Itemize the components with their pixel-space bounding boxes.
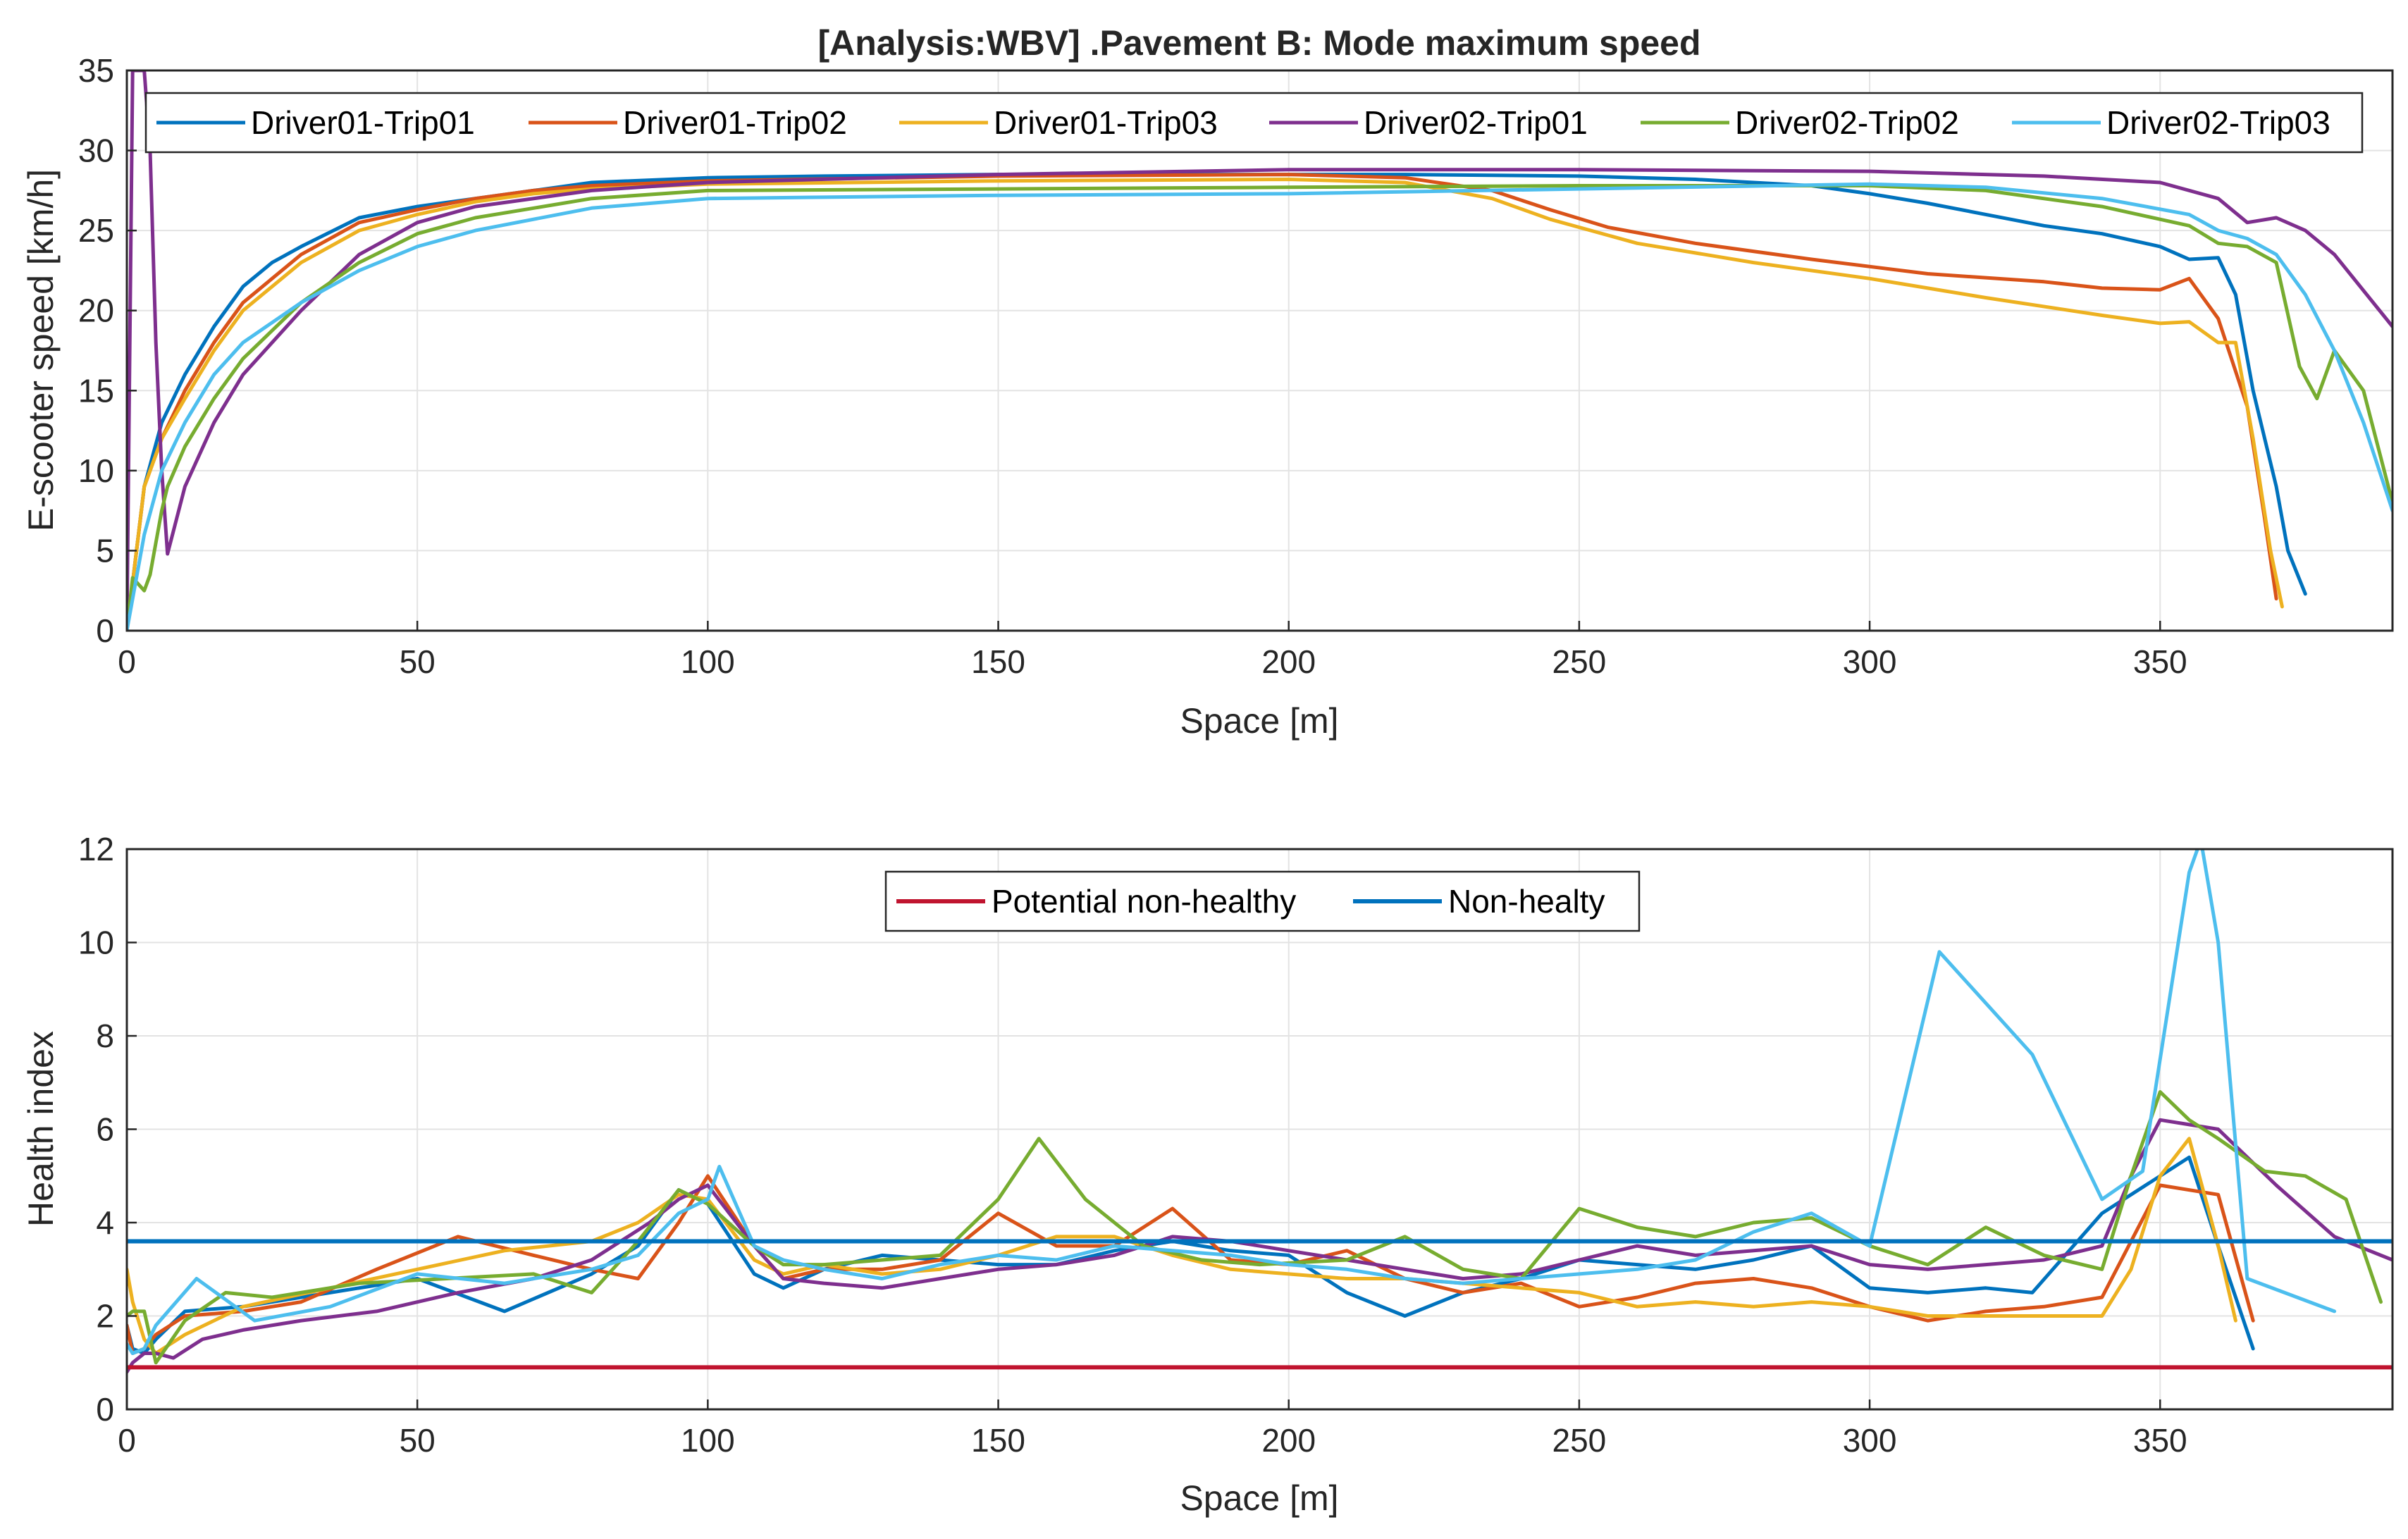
health-x-tick-label: 350 bbox=[2133, 1422, 2187, 1459]
legend-label-driver01-trip01: Driver01-Trip01 bbox=[251, 104, 475, 141]
health-y-tick-labels: 0 2 4 6 8 10 12 bbox=[78, 831, 114, 1428]
speed-line-driver01-trip03 bbox=[127, 178, 2284, 631]
speed-y-axis-label: E-scooter speed [km/h] bbox=[21, 169, 61, 531]
health-legend: Potential non-healthy Non-healty bbox=[884, 870, 1641, 932]
speed-y-tick-label: 25 bbox=[78, 212, 114, 249]
speed-line-driver01-trip02 bbox=[127, 173, 2278, 631]
legend-label-driver02-trip03: Driver02-Trip03 bbox=[2106, 104, 2330, 141]
health-lines bbox=[127, 849, 2392, 1374]
speed-y-tick-label: 5 bbox=[96, 532, 114, 569]
health-line-trace-5 bbox=[127, 1090, 2383, 1365]
speed-line-driver02-trip03 bbox=[127, 182, 2392, 631]
speed-axes-box bbox=[125, 69, 2394, 632]
health-y-tick-label: 8 bbox=[96, 1018, 114, 1054]
speed-x-tick-label: 350 bbox=[2133, 643, 2187, 680]
speed-y-tick-labels: 0 5 10 15 20 25 30 35 bbox=[78, 52, 114, 649]
health-panel: 0 50 100 150 200 250 300 350 0 2 4 6 8 10 12 Space [m… bbox=[21, 831, 2394, 1518]
speed-y-tick-label: 0 bbox=[96, 612, 114, 649]
health-x-tick-label: 100 bbox=[681, 1422, 735, 1459]
speed-y-tick-label: 30 bbox=[78, 132, 114, 169]
speed-x-tick-labels: 0 50 100 150 200 250 300 350 bbox=[118, 643, 2187, 680]
legend-label-driver01-trip02: Driver01-Trip02 bbox=[623, 104, 847, 141]
legend-label-driver01-trip03: Driver01-Trip03 bbox=[994, 104, 1218, 141]
speed-panel: 0 50 100 150 200 250 300 350 0 5 10 15 20 25 30 35 [An… bbox=[21, 23, 2394, 741]
speed-legend: Driver01-Trip01 Driver01-Trip02 Driver01… bbox=[144, 92, 2364, 154]
health-x-tick-labels: 0 50 100 150 200 250 300 350 bbox=[118, 1422, 2187, 1459]
health-y-tick-label: 6 bbox=[96, 1111, 114, 1148]
health-x-tick-label: 0 bbox=[118, 1422, 136, 1459]
health-x-tick-label: 200 bbox=[1261, 1422, 1316, 1459]
speed-chart-title: [Analysis:WBV] .Pavement B: Mode maximum… bbox=[817, 23, 1700, 63]
speed-grid bbox=[126, 70, 2392, 631]
health-x-tick-label: 150 bbox=[971, 1422, 1025, 1459]
legend-label-driver02-trip01: Driver02-Trip01 bbox=[1364, 104, 1588, 141]
speed-x-tick-label: 100 bbox=[681, 643, 735, 680]
speed-y-tick-label: 10 bbox=[78, 452, 114, 489]
health-y-tick-label: 12 bbox=[78, 831, 114, 867]
health-legend-box bbox=[884, 870, 1641, 932]
speed-y-tick-label: 20 bbox=[78, 292, 114, 329]
health-x-axis-label: Space [m] bbox=[1180, 1478, 1338, 1518]
health-x-tick-label: 50 bbox=[400, 1422, 436, 1459]
legend-label-potential-non-healthy: Potential non-healthy bbox=[992, 883, 1296, 920]
health-x-tick-label: 300 bbox=[1843, 1422, 1897, 1459]
speed-legend-box bbox=[144, 92, 2364, 154]
speed-x-tick-label: 0 bbox=[118, 643, 136, 680]
health-y-tick-label: 10 bbox=[78, 925, 114, 961]
speed-y-tick-label: 35 bbox=[78, 52, 114, 89]
speed-plot-area bbox=[127, 70, 2392, 631]
speed-line-driver02-trip02 bbox=[127, 184, 2392, 631]
health-line-trace-6 bbox=[127, 849, 2337, 1355]
speed-line-driver02-trip01 bbox=[127, 70, 2392, 631]
health-y-axis-label: Health index bbox=[21, 1031, 61, 1227]
health-x-tick-label: 250 bbox=[1552, 1422, 1607, 1459]
legend-label-driver02-trip02: Driver02-Trip02 bbox=[1735, 104, 1959, 141]
legend-label-non-healty: Non-healty bbox=[1448, 883, 1605, 920]
speed-lines bbox=[127, 70, 2392, 631]
speed-x-tick-label: 250 bbox=[1552, 643, 1607, 680]
speed-tick-marks bbox=[125, 69, 2161, 632]
health-line-trace-4 bbox=[127, 1118, 2392, 1374]
speed-x-tick-label: 200 bbox=[1261, 643, 1316, 680]
health-y-tick-label: 4 bbox=[96, 1204, 114, 1241]
health-y-tick-label: 0 bbox=[96, 1391, 114, 1428]
speed-x-axis-label: Space [m] bbox=[1180, 701, 1338, 741]
speed-y-tick-label: 15 bbox=[78, 372, 114, 409]
health-tick-marks bbox=[125, 848, 2161, 1411]
health-y-tick-label: 2 bbox=[96, 1298, 114, 1335]
speed-x-tick-label: 150 bbox=[971, 643, 1025, 680]
health-line-trace-3 bbox=[127, 1137, 2237, 1355]
speed-x-tick-label: 300 bbox=[1843, 643, 1897, 680]
speed-x-tick-label: 50 bbox=[400, 643, 436, 680]
